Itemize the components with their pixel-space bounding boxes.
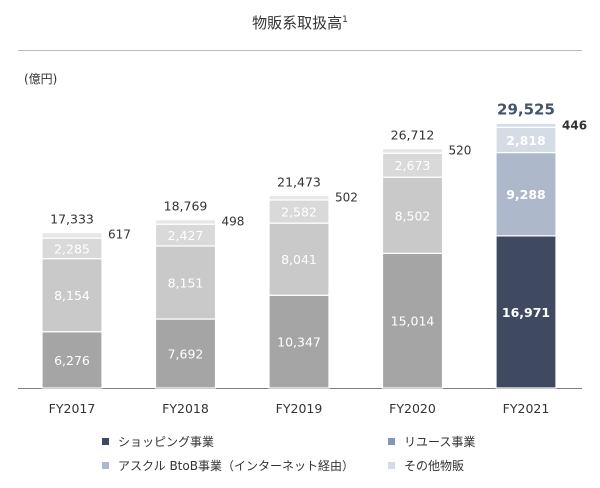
bar-other-fy2021 (495, 122, 557, 128)
bar-shopping-fy2019 (268, 294, 330, 389)
unit-label: (億円) (24, 72, 58, 86)
label-ascul-fy2018: 8,151 (168, 275, 204, 290)
legend-swatch-other (388, 462, 395, 469)
legend-swatch-reuse (388, 438, 395, 445)
label-ascul-fy2017: 8,154 (54, 288, 90, 303)
bar-other-fy2020 (381, 147, 444, 154)
bar-shopping-fy2018 (154, 318, 217, 389)
bar-shopping-fy2021 (495, 235, 557, 389)
x-tick-label-fy2021: FY2021 (503, 401, 550, 416)
label-other-fy2019: 502 (335, 190, 358, 204)
bar-shopping-fy2017 (41, 331, 103, 389)
label-shopping-fy2021: 16,971 (502, 305, 550, 320)
x-tick-label-fy2019: FY2019 (276, 401, 323, 416)
total-label-fy2021: 29,525 (497, 100, 555, 118)
legend-item-shopping: ショッピング事業 (102, 433, 214, 450)
bar-ascul-fy2020 (381, 176, 444, 254)
label-mid-fy2018: 2,427 (168, 228, 204, 243)
legend-item-ascul: アスクル BtoB事業（インターネット経由） (102, 457, 354, 474)
total-label-fy2019: 21,473 (277, 174, 321, 189)
bar-other-fy2018 (154, 219, 217, 225)
total-label-fy2017: 17,333 (50, 212, 94, 227)
total-label-fy2020: 26,712 (391, 128, 435, 143)
label-other-fy2017: 617 (108, 228, 131, 242)
label-shopping-fy2020: 15,014 (391, 314, 435, 329)
legend-label-shopping: ショッピング事業 (118, 435, 215, 449)
label-ascul-fy2020: 8,502 (395, 208, 431, 223)
bar-ascul-fy2017 (41, 258, 103, 333)
legend-swatch-shopping (102, 438, 109, 445)
label-mid-fy2017: 2,285 (54, 241, 90, 256)
x-tick-label-fy2018: FY2018 (162, 401, 209, 416)
label-mid-fy2019: 2,582 (281, 205, 317, 220)
legend-label-ascul: アスクル BtoB事業（インターネット経由） (118, 459, 354, 473)
label-mid-fy2021: 2,818 (506, 133, 546, 148)
bar-other-fy2019 (268, 194, 330, 201)
bar-shopping-fy2020 (381, 252, 444, 389)
chart-title: 物販系取扱高1 (252, 14, 348, 32)
total-label-fy2018: 18,769 (164, 199, 208, 214)
legend-item-other: その他物販 (388, 457, 464, 474)
label-other-fy2020: 520 (449, 144, 472, 158)
legend-swatch-ascul (102, 462, 109, 469)
label-reuse-fy2021: 9,288 (506, 187, 546, 202)
label-ascul-fy2019: 8,041 (281, 252, 317, 267)
legend-label-reuse: リユース事業 (404, 435, 476, 449)
bar-ascul-fy2018 (154, 245, 217, 320)
x-tick-label-fy2017: FY2017 (49, 401, 96, 416)
label-shopping-fy2017: 6,276 (54, 353, 90, 368)
label-other-fy2018: 498 (222, 215, 245, 229)
label-other-fy2021: 446 (562, 118, 587, 132)
legend-item-reuse: リユース事業 (388, 433, 475, 450)
legend-label-other: その他物販 (404, 459, 465, 473)
label-shopping-fy2019: 10,347 (277, 335, 321, 350)
title-divider (18, 50, 582, 51)
bar-reuse-fy2021 (495, 151, 557, 237)
bar-other-fy2017 (41, 231, 103, 239)
label-mid-fy2020: 2,673 (395, 158, 431, 173)
label-shopping-fy2018: 7,692 (168, 347, 204, 362)
x-tick-label-fy2020: FY2020 (389, 401, 436, 416)
